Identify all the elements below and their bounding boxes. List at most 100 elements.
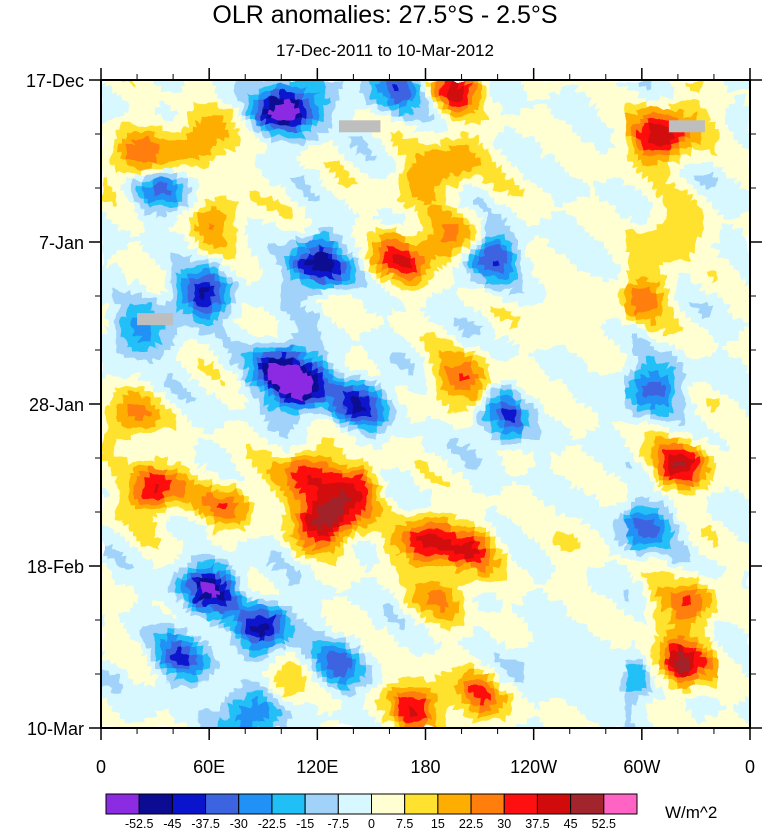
field-cell (338, 114, 345, 122)
field-cell (522, 149, 529, 156)
field-cell (506, 184, 513, 191)
field-cell (111, 195, 118, 203)
field-cell (587, 259, 594, 266)
field-cell (414, 242, 421, 249)
field-cell (658, 161, 665, 168)
field-cell (398, 103, 405, 110)
field-cell (257, 259, 264, 266)
field-cell (230, 85, 237, 93)
field-cell (603, 114, 610, 122)
field-cell (360, 172, 367, 179)
field-cell (279, 242, 286, 249)
field-cell (425, 80, 432, 87)
field-cell (155, 137, 162, 145)
field-cell (279, 282, 286, 289)
field-cell (398, 242, 405, 249)
field-cell (182, 282, 189, 289)
field-cell (176, 230, 183, 237)
field-cell (198, 299, 205, 307)
field-cell (652, 108, 659, 116)
field-cell (214, 236, 221, 243)
field-cell (328, 207, 335, 214)
field-cell (739, 178, 746, 185)
field-cell (160, 126, 167, 133)
field-cell (409, 85, 416, 93)
field-cell (171, 149, 178, 156)
field-cell (528, 108, 535, 116)
field-cell (706, 189, 713, 197)
field-cell (203, 230, 210, 237)
field-cell (311, 189, 318, 197)
field-cell (631, 299, 638, 307)
field-cell (138, 218, 145, 226)
field-cell (593, 236, 600, 243)
field-cell (739, 294, 746, 301)
field-cell (149, 103, 156, 110)
field-cell (360, 189, 367, 197)
field-cell (728, 201, 735, 208)
field-cell (501, 132, 508, 139)
field-cell (452, 276, 459, 284)
field-cell (160, 288, 167, 295)
field-cell (203, 166, 210, 174)
field-cell (409, 143, 416, 151)
field-cell (149, 97, 156, 104)
field-cell (706, 201, 713, 208)
field-cell (663, 265, 670, 272)
field-cell (560, 155, 567, 162)
field-cell (695, 172, 702, 179)
field-cell (165, 259, 172, 266)
field-cell (447, 259, 454, 266)
field-cell (160, 137, 167, 145)
field-cell (733, 80, 740, 87)
field-cell (317, 114, 324, 122)
field-cell (474, 276, 481, 284)
field-cell (101, 294, 108, 301)
field-cell (209, 253, 216, 260)
field-cell (468, 294, 475, 301)
field-cell (182, 311, 189, 318)
field-cell (290, 224, 297, 232)
field-cell (593, 270, 600, 278)
field-cell (576, 224, 583, 232)
field-cell (695, 184, 702, 191)
field-cell (555, 80, 562, 87)
field-cell (571, 247, 578, 255)
field-cell (284, 155, 291, 162)
field-cell (668, 195, 675, 203)
field-cell (182, 184, 189, 191)
field-cell (328, 103, 335, 110)
field-cell (663, 224, 670, 232)
field-cell (295, 120, 302, 127)
field-cell (366, 230, 373, 237)
field-cell (549, 236, 556, 243)
field-cell (528, 137, 535, 145)
field-cell (274, 218, 281, 226)
field-cell (436, 317, 443, 324)
field-cell (149, 85, 156, 93)
field-cell (571, 282, 578, 289)
field-cell (209, 311, 216, 318)
field-cell (214, 207, 221, 214)
field-cell (566, 201, 573, 208)
field-cell (447, 265, 454, 272)
field-cell (739, 114, 746, 122)
field-cell (447, 230, 454, 237)
field-cell (576, 120, 583, 127)
field-cell (733, 149, 740, 156)
field-cell (479, 317, 486, 324)
field-cell (144, 149, 151, 156)
field-cell (457, 242, 464, 249)
field-cell (122, 114, 129, 122)
field-cell (560, 184, 567, 191)
field-cell (219, 132, 226, 139)
field-cell (306, 317, 313, 324)
field-cell (647, 270, 654, 278)
field-cell (668, 282, 675, 289)
field-cell (230, 126, 237, 133)
field-cell (398, 265, 405, 272)
field-cell (144, 270, 151, 278)
field-cell (701, 224, 708, 232)
field-cell (539, 259, 546, 266)
field-cell (182, 253, 189, 260)
